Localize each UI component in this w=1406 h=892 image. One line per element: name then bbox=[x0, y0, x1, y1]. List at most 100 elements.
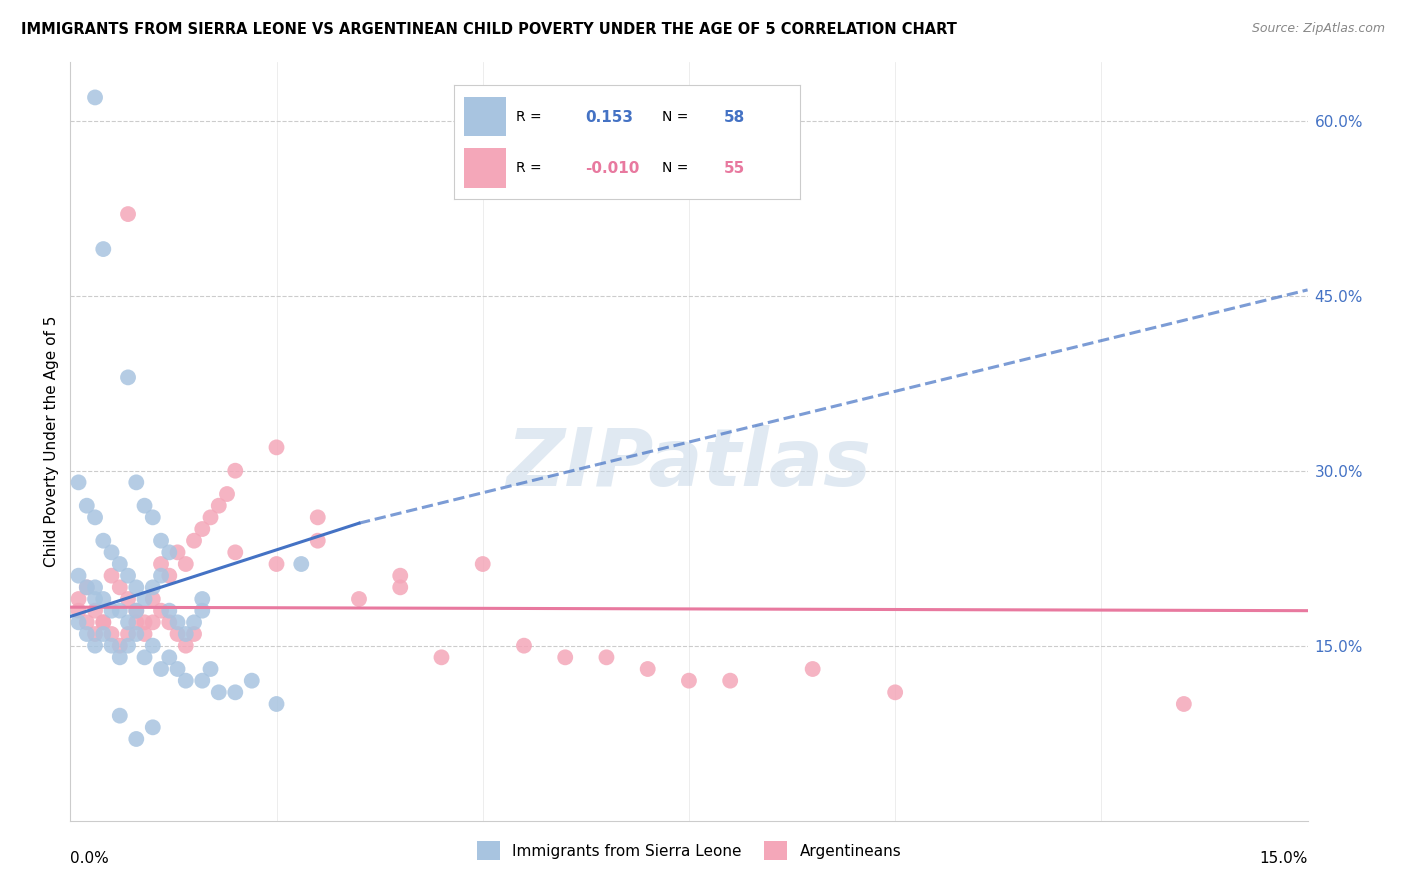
Point bbox=[174, 557, 197, 571]
Point bbox=[801, 662, 824, 676]
Point bbox=[595, 650, 617, 665]
Point bbox=[166, 627, 188, 641]
Point bbox=[84, 592, 107, 607]
Point bbox=[224, 545, 246, 559]
Text: ZIPatlas: ZIPatlas bbox=[506, 425, 872, 503]
Point bbox=[266, 697, 288, 711]
Point bbox=[174, 627, 197, 641]
Point bbox=[117, 627, 139, 641]
Point bbox=[307, 533, 329, 548]
Point bbox=[150, 662, 173, 676]
Point bbox=[125, 580, 148, 594]
Point bbox=[117, 370, 139, 384]
Point bbox=[718, 673, 741, 688]
Point bbox=[76, 580, 98, 594]
Point bbox=[125, 731, 148, 746]
Point bbox=[884, 685, 907, 699]
Point bbox=[142, 720, 165, 734]
Point bbox=[134, 592, 156, 607]
Point bbox=[1173, 697, 1195, 711]
Point bbox=[84, 90, 107, 104]
Point bbox=[91, 533, 114, 548]
Legend: Immigrants from Sierra Leone, Argentineans: Immigrants from Sierra Leone, Argentinea… bbox=[471, 835, 907, 866]
Point bbox=[224, 464, 246, 478]
Point bbox=[91, 242, 114, 256]
Point bbox=[108, 639, 131, 653]
Point bbox=[191, 522, 214, 536]
Point bbox=[76, 499, 98, 513]
Point bbox=[67, 615, 90, 630]
Point bbox=[108, 557, 131, 571]
Point bbox=[125, 604, 148, 618]
Point bbox=[174, 673, 197, 688]
Point bbox=[91, 627, 114, 641]
Point bbox=[117, 639, 139, 653]
Point bbox=[108, 604, 131, 618]
Point bbox=[266, 557, 288, 571]
Point bbox=[108, 580, 131, 594]
Point bbox=[208, 499, 231, 513]
Y-axis label: Child Poverty Under the Age of 5: Child Poverty Under the Age of 5 bbox=[44, 316, 59, 567]
Point bbox=[108, 708, 131, 723]
Point bbox=[157, 604, 180, 618]
Point bbox=[76, 615, 98, 630]
Point bbox=[513, 639, 536, 653]
Point bbox=[67, 604, 90, 618]
Point bbox=[67, 475, 90, 490]
Point bbox=[100, 545, 122, 559]
Text: IMMIGRANTS FROM SIERRA LEONE VS ARGENTINEAN CHILD POVERTY UNDER THE AGE OF 5 COR: IMMIGRANTS FROM SIERRA LEONE VS ARGENTIN… bbox=[21, 22, 957, 37]
Point bbox=[150, 604, 173, 618]
Point bbox=[389, 580, 412, 594]
Point bbox=[76, 627, 98, 641]
Point bbox=[150, 557, 173, 571]
Point bbox=[91, 615, 114, 630]
Point bbox=[150, 533, 173, 548]
Point bbox=[142, 592, 165, 607]
Point bbox=[183, 627, 205, 641]
Point bbox=[430, 650, 453, 665]
Point bbox=[166, 662, 188, 676]
Point bbox=[183, 615, 205, 630]
Point bbox=[117, 568, 139, 582]
Point bbox=[150, 568, 173, 582]
Point bbox=[117, 592, 139, 607]
Point bbox=[554, 650, 576, 665]
Text: Source: ZipAtlas.com: Source: ZipAtlas.com bbox=[1251, 22, 1385, 36]
Point bbox=[157, 545, 180, 559]
Point bbox=[208, 685, 231, 699]
Point bbox=[125, 475, 148, 490]
Point bbox=[307, 510, 329, 524]
Point bbox=[100, 627, 122, 641]
Point bbox=[347, 592, 370, 607]
Point bbox=[200, 510, 222, 524]
Point bbox=[183, 533, 205, 548]
Point bbox=[91, 592, 114, 607]
Point bbox=[84, 510, 107, 524]
Point bbox=[76, 580, 98, 594]
Point bbox=[142, 580, 165, 594]
Point bbox=[637, 662, 659, 676]
Point bbox=[174, 639, 197, 653]
Point bbox=[191, 604, 214, 618]
Point bbox=[389, 568, 412, 582]
Point bbox=[125, 627, 148, 641]
Point bbox=[125, 615, 148, 630]
Point bbox=[91, 615, 114, 630]
Point bbox=[678, 673, 700, 688]
Text: 0.0%: 0.0% bbox=[70, 851, 110, 866]
Point bbox=[224, 685, 246, 699]
Point bbox=[157, 650, 180, 665]
Point bbox=[134, 627, 156, 641]
Point bbox=[100, 604, 122, 618]
Point bbox=[134, 499, 156, 513]
Text: 15.0%: 15.0% bbox=[1260, 851, 1308, 866]
Point bbox=[471, 557, 494, 571]
Point bbox=[215, 487, 238, 501]
Point bbox=[290, 557, 312, 571]
Point bbox=[191, 592, 214, 607]
Point bbox=[84, 639, 107, 653]
Point bbox=[84, 580, 107, 594]
Point bbox=[100, 568, 122, 582]
Point bbox=[166, 545, 188, 559]
Point bbox=[100, 639, 122, 653]
